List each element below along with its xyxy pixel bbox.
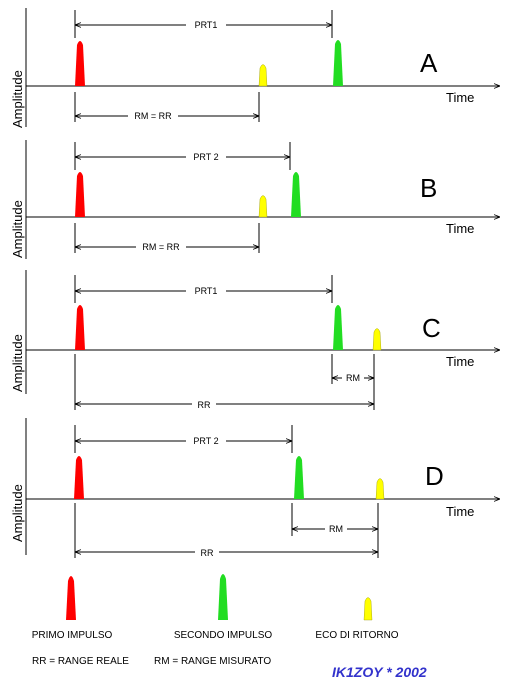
- panel-letter: C: [422, 313, 441, 343]
- rm-label: RM: [346, 373, 360, 383]
- echo-pulse: [258, 195, 268, 218]
- panel-a: Amplitude Time A PRT1 RM = RR: [10, 8, 500, 128]
- primary-pulse: [74, 456, 84, 499]
- rr-label-bg: [195, 547, 219, 557]
- xlabel: Time: [446, 90, 474, 105]
- primary-pulse: [75, 172, 85, 217]
- primary-pulse: [75, 41, 85, 86]
- legend-secondo-label: SECONDO IMPULSO: [174, 630, 273, 641]
- echo-pulse: [258, 64, 268, 87]
- second-pulse: [291, 172, 301, 217]
- prt-label: PRT1: [195, 20, 218, 30]
- prt-label-bg: [186, 436, 226, 446]
- rm-label: RM: [329, 524, 343, 534]
- second-pulse: [333, 40, 343, 86]
- rr-label: RR: [198, 400, 211, 410]
- legend-second-pulse: [218, 574, 228, 620]
- prt-label-bg: [186, 152, 226, 162]
- prt-label: PRT 2: [193, 436, 218, 446]
- rm-label: RM = RR: [142, 242, 180, 252]
- prt-label-bg: [186, 20, 226, 30]
- rm-label-bg: [136, 242, 186, 252]
- ylabel: Amplitude: [10, 484, 25, 542]
- xlabel: Time: [446, 354, 474, 369]
- legend-echo-pulse: [363, 597, 373, 621]
- rm-label-bg: [128, 111, 178, 121]
- primary-pulse: [75, 305, 85, 350]
- second-pulse: [333, 305, 343, 350]
- echo-pulse: [372, 328, 382, 351]
- ylabel: Amplitude: [10, 334, 25, 392]
- echo-pulse: [375, 478, 385, 500]
- panel-letter: A: [420, 48, 438, 78]
- rm-label: RM = RR: [134, 111, 172, 121]
- prt-label: PRT1: [195, 286, 218, 296]
- panel-c: Amplitude Time C PRT1 RM RR: [10, 270, 500, 410]
- rr-label-bg: [192, 399, 216, 409]
- panel-d: Amplitude Time D PRT 2 RM RR: [10, 418, 500, 558]
- panel-b: Amplitude Time B PRT 2 RM = RR: [10, 140, 500, 259]
- ylabel: Amplitude: [10, 70, 25, 128]
- panel-letter: B: [420, 173, 437, 203]
- panel-letter: D: [425, 461, 444, 491]
- prt-label: PRT 2: [193, 152, 218, 162]
- ylabel: Amplitude: [10, 200, 25, 258]
- prt-label-bg: [186, 286, 226, 296]
- rm-label-bg: [325, 524, 347, 534]
- legend-eco-label: ECO DI RITORNO: [315, 630, 398, 641]
- xlabel: Time: [446, 504, 474, 519]
- legend-rr-definition: RR = RANGE REALE: [32, 656, 129, 667]
- author-credit: IK1ZOY * 2002: [332, 664, 427, 680]
- legend-primary-pulse: [66, 576, 76, 620]
- rm-label-bg: [342, 373, 364, 383]
- legend-rm-definition: RM = RANGE MISURATO: [154, 656, 271, 667]
- legend: PRIMO IMPULSO SECONDO IMPULSO ECO DI RIT…: [32, 574, 427, 680]
- second-pulse: [294, 456, 304, 499]
- legend-primo-label: PRIMO IMPULSO: [32, 630, 113, 641]
- xlabel: Time: [446, 221, 474, 236]
- rr-label: RR: [201, 548, 214, 558]
